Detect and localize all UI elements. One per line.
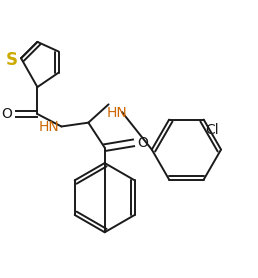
Text: HN: HN: [107, 106, 127, 120]
Text: HN: HN: [39, 120, 60, 133]
Text: O: O: [2, 107, 12, 121]
Text: O: O: [137, 136, 148, 150]
Text: S: S: [6, 51, 18, 69]
Text: Cl: Cl: [206, 123, 219, 137]
